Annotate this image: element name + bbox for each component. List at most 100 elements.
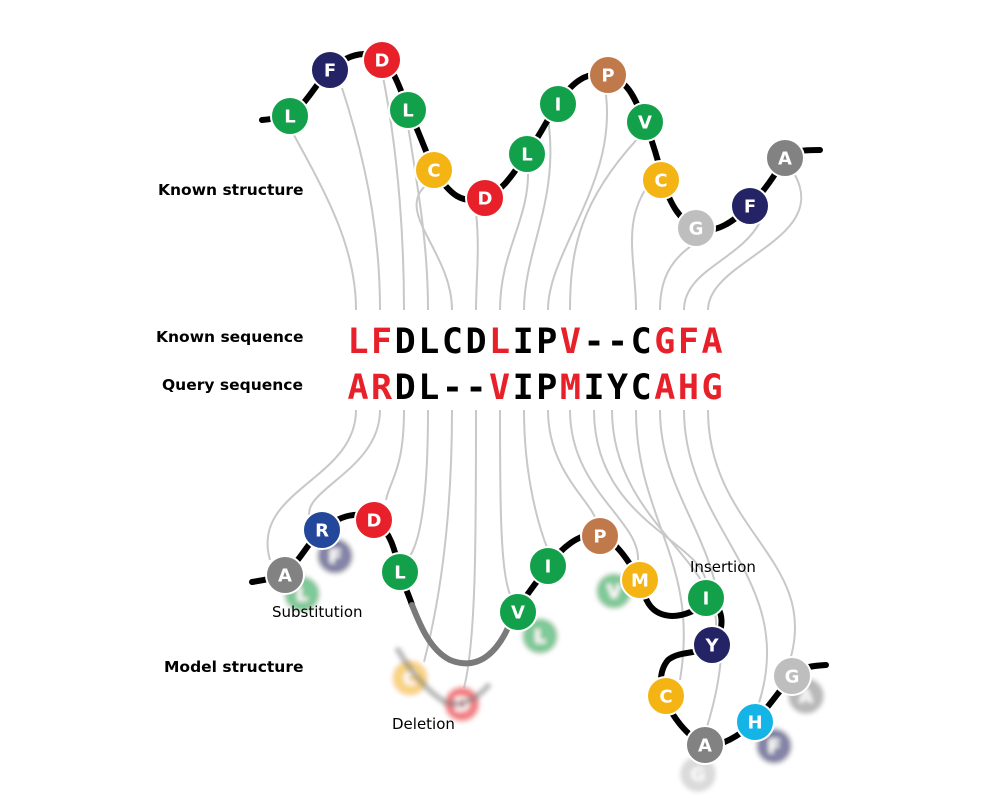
connector-query-V7 [499, 409, 513, 599]
model-structure-label: Model structure [164, 658, 304, 676]
connector-known-V10 [569, 135, 641, 311]
connector-known-P9 [547, 87, 608, 311]
model-bead-2-r-circle [302, 510, 342, 550]
connector-known-D6 [475, 211, 479, 311]
known-bead-8-i-circle [538, 84, 578, 124]
model-bead-8-m-letter: M [631, 571, 649, 592]
known-sequence-char-4: L [418, 322, 439, 362]
ghost-bead-5-c: C [390, 658, 430, 698]
model-bead-9-i-letter: I [703, 589, 710, 610]
connector-query-A1 [266, 409, 357, 561]
query-sequence-char-5: - [442, 368, 463, 408]
query-sequence-char-9: P [536, 368, 557, 408]
query-sequence-char-10: M [560, 368, 581, 408]
query-sequence-char-14: A [654, 368, 675, 408]
known-bead-12-g-letter: G [689, 219, 704, 240]
model-bead-3-d-circle [354, 500, 394, 540]
connector-query-I11 [593, 409, 707, 583]
known-bead-10-v-circle [625, 102, 665, 142]
known-sequence-char-2: F [371, 322, 392, 362]
substitution-label: Substitution [272, 603, 363, 621]
connector-query-gap6 [463, 409, 477, 689]
connector-query-D3 [385, 409, 405, 501]
known-sequence-char-5: C [442, 322, 463, 362]
connector-known-L1 [289, 127, 357, 311]
model-bead-12-a-circle [685, 725, 725, 765]
ghost-bead-3-l-letter: L [534, 627, 545, 648]
connector-query-G16 [707, 409, 797, 661]
ghost-bead-1-l-letter: L [296, 585, 307, 606]
model-bead-10-y: Y [692, 625, 732, 665]
model-bead-9-i: I [686, 578, 726, 618]
known-sequence-char-14: G [654, 322, 675, 362]
deletion-backbone [395, 647, 491, 707]
model-bead-4-l-circle [380, 552, 420, 592]
deletion-label: Deletion [392, 715, 455, 733]
model-bead-9-i-circle [686, 578, 726, 618]
model-bead-1-a: A [265, 555, 305, 595]
connector-known-F2 [341, 87, 381, 311]
connector-known-G14 [659, 243, 695, 311]
query-sequence-label: Query sequence [162, 376, 303, 394]
query-sequence-char-3: D [395, 368, 416, 408]
model-bead-7-p-circle [580, 516, 620, 556]
known-bead-5-c-letter: C [427, 161, 440, 182]
model-bead-4-l: L [380, 552, 420, 592]
known-bead-7-l-circle [507, 134, 547, 174]
known-sequence-label: Known sequence [156, 328, 304, 346]
model-bead-8-m-circle [620, 560, 660, 600]
known-bead-2-f-letter: F [324, 61, 336, 82]
known-bead-13-f-letter: F [744, 197, 756, 218]
query-sequence-char-15: H [678, 368, 699, 408]
known-bead-10-v: V [625, 102, 665, 142]
model-bead-13-h: H [735, 702, 775, 742]
connector-known-F15 [683, 221, 761, 311]
query-sequence-char-2: R [371, 368, 393, 408]
model-bead-13-h-circle [735, 702, 775, 742]
known-bead-13-f-circle [730, 186, 770, 226]
model-bead-11-c-circle [646, 676, 686, 716]
model-bead-10-y-circle [692, 625, 732, 665]
known-sequence-char-13: C [631, 322, 652, 362]
model-bead-14-g-circle [772, 656, 812, 696]
known-bead-7-l: L [507, 134, 547, 174]
known-bead-1-l-circle [270, 96, 310, 136]
known-bead-8-i-letter: I [555, 95, 562, 116]
query-sequence-char-16: G [701, 368, 722, 408]
query-sequence-char-13: C [631, 368, 652, 408]
model-bead-11-c: C [646, 676, 686, 716]
known-sequence-char-16: A [701, 322, 722, 362]
connector-known-L7 [499, 167, 530, 311]
known-structure-label: Known structure [158, 181, 304, 199]
query-sequence-char-8: I [513, 368, 534, 408]
connector-known-I8 [523, 117, 552, 311]
model-bead-11-c-letter: C [659, 687, 672, 708]
known-bead-4-l-letter: L [402, 101, 413, 122]
ghost-bead-8-f-letter: F [768, 737, 780, 758]
model-bead-3-d-letter: D [367, 511, 382, 532]
model-bead-5-v-letter: V [511, 603, 525, 624]
model-bead-14-g-letter: G [785, 667, 800, 688]
known-bead-6-d-letter: D [478, 189, 493, 210]
known-bead-10-v-letter: V [638, 113, 652, 134]
known-bead-8-i: I [538, 84, 578, 124]
known-sequence-char-6: D [465, 322, 486, 362]
connector-query-A14 [659, 409, 723, 731]
known-sequence-char-1: L [347, 322, 368, 362]
known-bead-1-l-letter: L [284, 107, 295, 128]
connector-known-A16 [707, 174, 803, 311]
model-bead-10-y-letter: Y [704, 636, 719, 657]
known-bead-14-a-circle [765, 138, 805, 178]
model-bead-2-r: R [302, 510, 342, 550]
model-bead-7-p-letter: P [593, 527, 606, 548]
connector-query-C13 [635, 409, 685, 681]
known-bead-11-c-circle [641, 160, 681, 200]
known-sequence-char-11: - [583, 322, 604, 362]
connector-known-C5 [415, 181, 453, 311]
model-bead-3-d: D [354, 500, 394, 540]
known-bead-2-f-circle [310, 50, 350, 90]
query-sequence-char-11: I [583, 368, 604, 408]
